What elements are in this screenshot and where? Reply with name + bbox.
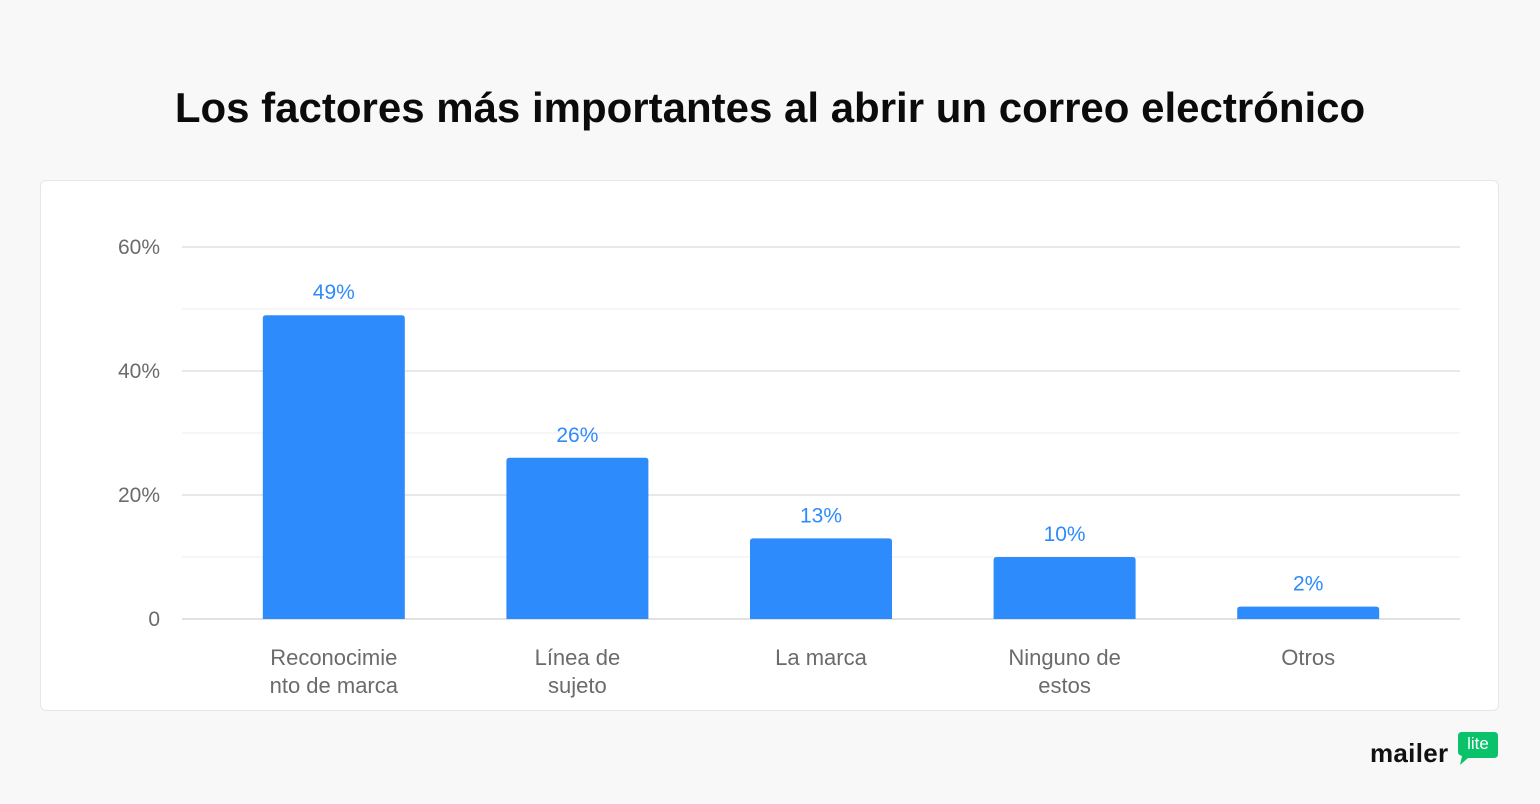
x-tick-label: La marca (775, 645, 867, 670)
mailerlite-logo: mailer lite (1370, 732, 1502, 772)
x-tick-label: sujeto (548, 673, 607, 698)
brand-badge-label: lite (1467, 734, 1489, 753)
bar (993, 557, 1136, 619)
data-label: 49% (313, 281, 355, 304)
y-tick-label: 20% (118, 484, 160, 507)
data-label: 26% (556, 424, 598, 447)
chart-title: Los factores más importantes al abrir un… (174, 84, 1366, 131)
data-label: 10% (1044, 523, 1086, 546)
bar (750, 538, 892, 619)
brand-badge: lite (1458, 732, 1498, 765)
y-tick-label: 40% (118, 360, 160, 383)
x-tick-label: Ninguno de (1008, 645, 1121, 670)
bar (1237, 606, 1380, 619)
x-tick-label: nto de marca (270, 673, 399, 698)
x-tick-label: Otros (1281, 645, 1335, 670)
y-tick-label: 0 (148, 608, 160, 631)
bar-chart: 0 20% 40% 60% 49% Reconocimie nto de marca 26% L… (118, 236, 1460, 698)
brand-wordmark: mailer (1370, 738, 1449, 768)
x-tick-label: estos (1038, 673, 1091, 698)
data-label: 2% (1293, 573, 1323, 596)
x-tick-label: Línea de (535, 645, 621, 670)
x-tick-label: Reconocimie (270, 645, 397, 670)
y-tick-label: 60% (118, 236, 160, 259)
bar (506, 457, 649, 619)
data-label: 13% (800, 504, 842, 527)
bar (262, 315, 405, 619)
chart-card: 0 20% 40% 60% 49% Reconocimie nto de marca 26% L… (40, 180, 1499, 711)
